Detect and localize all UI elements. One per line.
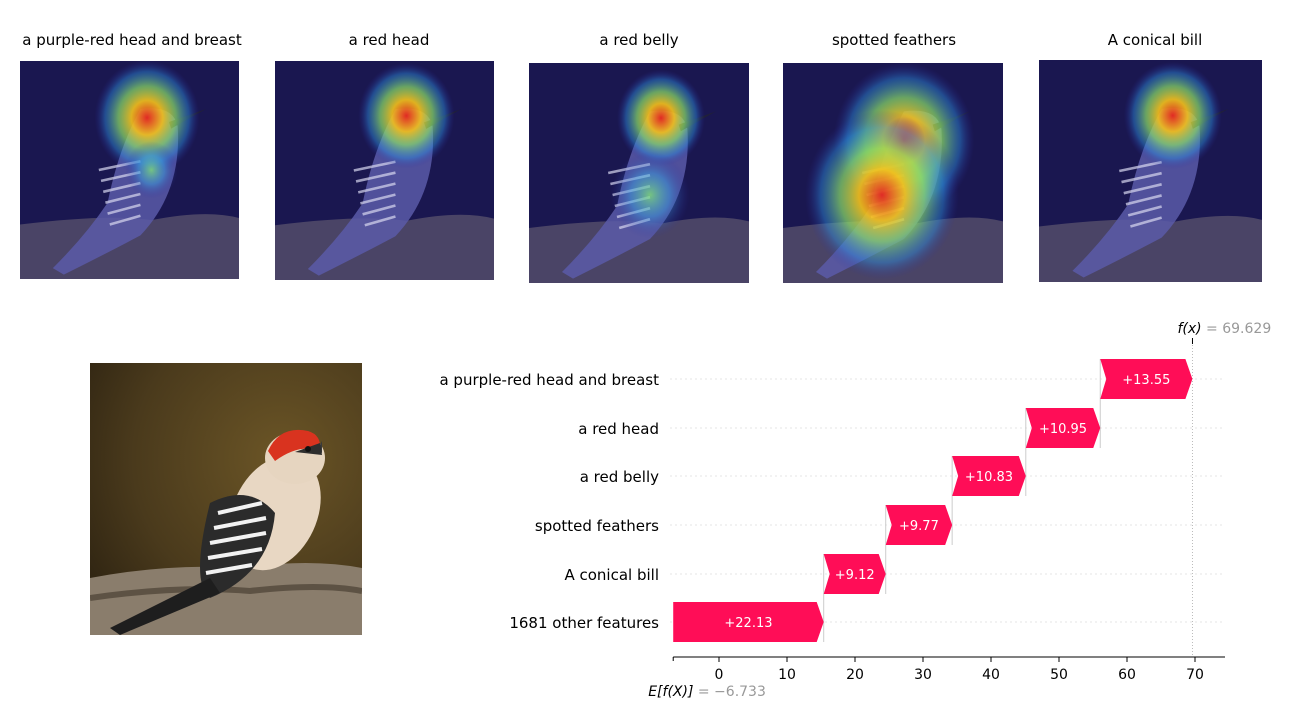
x-tick-label: 70 (1186, 667, 1204, 683)
heatmap-image (275, 61, 494, 280)
heatmap-image (20, 61, 239, 279)
output-value-label: f(x) (1177, 321, 1201, 337)
x-tick-label: 0 (715, 667, 724, 683)
waterfall-bar (885, 505, 953, 545)
bar-value-label: +9.12 (835, 568, 875, 583)
x-tick-label: 40 (982, 667, 1000, 683)
heatmap-image (783, 63, 1003, 283)
x-tick-label: 60 (1118, 667, 1136, 683)
waterfall-bar (952, 456, 1026, 496)
output-value-number: = 69.629 (1202, 321, 1272, 337)
feature-label: a red belly (580, 468, 659, 486)
base-value-label: E[f(X)] (648, 684, 693, 700)
x-tick-label: 20 (846, 667, 864, 683)
feature-label: a red head (578, 420, 659, 438)
x-tick-label: 10 (778, 667, 796, 683)
waterfall-bar (823, 554, 886, 594)
output-value-annotation: f(x) = 69.629 (1177, 321, 1271, 337)
waterfall-bar (1100, 359, 1193, 399)
waterfall-bar (1025, 408, 1101, 448)
feature-label: a purple-red head and breast (439, 371, 659, 389)
heatmap-panel-title: a purple-red head and breast (22, 31, 242, 49)
base-value-annotation: E[f(X)] = −6.733 (648, 684, 766, 700)
feature-label: 1681 other features (509, 614, 659, 632)
bar-value-label: +13.55 (1122, 373, 1170, 388)
original-bird-photo (90, 363, 362, 635)
bar-value-label: +10.83 (965, 470, 1013, 485)
bar-value-label: +22.13 (724, 616, 772, 631)
heatmap-image (529, 63, 749, 283)
feature-label: spotted feathers (535, 517, 659, 535)
x-tick-label: 50 (1050, 667, 1068, 683)
heatmap-panel-title: a red head (348, 31, 430, 49)
heatmap-panel-title: A conical bill (1107, 31, 1203, 49)
heatmap-image (1039, 60, 1262, 282)
waterfall-chart: +13.55 a purple-red head and breast +10.95… (439, 321, 1271, 700)
heatmap-panel-title: a red belly (599, 31, 679, 49)
x-tick-label: 30 (914, 667, 932, 683)
base-value-number: = −6.733 (693, 684, 765, 700)
waterfall-bar (673, 602, 824, 642)
bar-value-label: +10.95 (1039, 422, 1087, 437)
feature-label: A conical bill (564, 566, 659, 584)
heatmap-panel-title: spotted feathers (831, 31, 957, 49)
bar-value-label: +9.77 (899, 519, 939, 534)
